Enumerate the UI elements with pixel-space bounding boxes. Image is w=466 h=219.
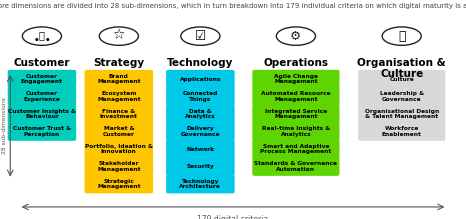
FancyBboxPatch shape [166, 157, 235, 176]
FancyBboxPatch shape [253, 105, 339, 123]
Text: ⚙: ⚙ [290, 30, 302, 43]
Text: Portfolio, Ideation &
Innovation: Portfolio, Ideation & Innovation [85, 144, 153, 154]
Text: Customer Trust &
Perception: Customer Trust & Perception [13, 126, 71, 137]
Text: Data &
Analytics: Data & Analytics [185, 109, 216, 119]
Text: ⎕: ⎕ [39, 30, 45, 40]
FancyBboxPatch shape [358, 87, 445, 106]
FancyBboxPatch shape [253, 140, 339, 158]
Text: ☆: ☆ [113, 28, 125, 42]
Text: Culture: Culture [389, 77, 414, 81]
Circle shape [22, 27, 62, 45]
Text: Finance &
Investment: Finance & Investment [100, 109, 138, 119]
FancyBboxPatch shape [253, 87, 339, 106]
Text: Stakeholder
Management: Stakeholder Management [97, 161, 141, 172]
FancyBboxPatch shape [7, 122, 76, 141]
Text: Real-time Insights &
Analytics: Real-time Insights & Analytics [262, 126, 330, 137]
Text: Smart and Adaptive
Process Management: Smart and Adaptive Process Management [260, 144, 331, 154]
Text: Customer
Experience: Customer Experience [23, 91, 61, 102]
FancyBboxPatch shape [166, 87, 235, 106]
Text: Network: Network [186, 147, 214, 152]
FancyBboxPatch shape [7, 70, 76, 88]
Text: Agile Change
Management: Agile Change Management [274, 74, 318, 84]
FancyBboxPatch shape [253, 70, 339, 88]
FancyBboxPatch shape [85, 175, 153, 193]
FancyBboxPatch shape [358, 105, 445, 123]
Text: Automated Resource
Management: Automated Resource Management [261, 91, 331, 102]
FancyBboxPatch shape [253, 157, 339, 176]
Text: Standards & Governance
Automation: Standards & Governance Automation [254, 161, 337, 172]
Text: Customer: Customer [14, 58, 70, 68]
Circle shape [99, 27, 138, 45]
FancyBboxPatch shape [85, 140, 153, 158]
FancyBboxPatch shape [85, 122, 153, 141]
FancyBboxPatch shape [85, 87, 153, 106]
Text: Operations: Operations [263, 58, 329, 68]
Text: Ecosystem
Management: Ecosystem Management [97, 91, 141, 102]
FancyBboxPatch shape [166, 140, 235, 158]
Text: Brand
Management: Brand Management [97, 74, 141, 84]
FancyBboxPatch shape [358, 70, 445, 88]
Text: Organisation &
Culture: Organisation & Culture [357, 58, 446, 79]
Text: Delivery
Governance: Delivery Governance [180, 126, 220, 137]
FancyBboxPatch shape [253, 122, 339, 141]
Text: Strategic
Management: Strategic Management [97, 179, 141, 189]
Text: Security: Security [186, 164, 214, 169]
FancyBboxPatch shape [7, 105, 76, 123]
FancyBboxPatch shape [85, 105, 153, 123]
Text: Market &
Customer: Market & Customer [103, 126, 135, 137]
Circle shape [181, 27, 220, 45]
FancyBboxPatch shape [85, 157, 153, 176]
Text: ⌶: ⌶ [398, 30, 405, 43]
Text: Customer Insights &
Behaviour: Customer Insights & Behaviour [8, 109, 76, 119]
Text: Strategy: Strategy [93, 58, 144, 68]
Text: ☑: ☑ [195, 30, 206, 43]
FancyBboxPatch shape [166, 70, 235, 88]
Circle shape [276, 27, 315, 45]
Text: 28 sub-dimensions: 28 sub-dimensions [2, 97, 7, 154]
FancyBboxPatch shape [358, 122, 445, 141]
Text: Workforce
Enablement: Workforce Enablement [382, 126, 422, 137]
FancyBboxPatch shape [85, 70, 153, 88]
Text: Leadership &
Governance: Leadership & Governance [380, 91, 424, 102]
Text: The 5 core dimensions are divided into 28 sub-dimensions, which in turn breakdow: The 5 core dimensions are divided into 2… [0, 3, 466, 9]
FancyBboxPatch shape [166, 175, 235, 193]
Text: 179 digital criteria: 179 digital criteria [198, 215, 268, 219]
FancyBboxPatch shape [166, 105, 235, 123]
Text: Technology: Technology [167, 58, 233, 68]
Circle shape [382, 27, 421, 45]
Text: ●: ● [46, 38, 49, 42]
FancyBboxPatch shape [166, 122, 235, 141]
Text: ●: ● [34, 38, 38, 42]
Text: Technology
Architecture: Technology Architecture [179, 179, 221, 189]
Text: Applications: Applications [179, 77, 221, 81]
Text: Connected
Things: Connected Things [183, 91, 218, 102]
FancyBboxPatch shape [7, 87, 76, 106]
Text: Organisational Design
& Talent Management: Organisational Design & Talent Managemen… [364, 109, 439, 119]
Text: Integrated Service
Management: Integrated Service Management [265, 109, 327, 119]
Text: Customer
Engagement: Customer Engagement [21, 74, 63, 84]
